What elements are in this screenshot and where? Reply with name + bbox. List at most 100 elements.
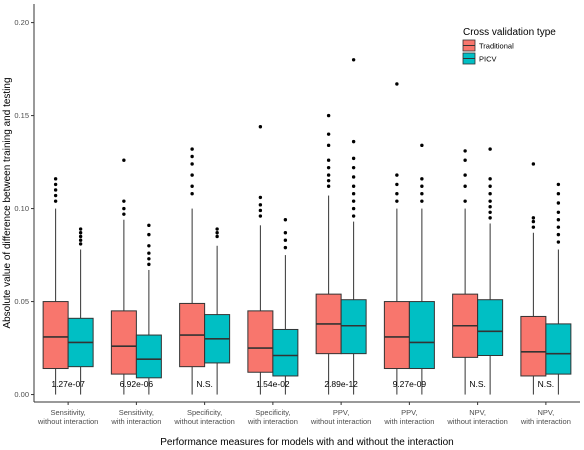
outlier-point xyxy=(531,216,536,220)
p-value-labels: 1.27e-07 6.92e-06 N.S. 1.54e-02 2.89e-12 9.27… xyxy=(51,379,554,389)
box-body xyxy=(545,323,572,375)
outlier-point xyxy=(147,251,151,255)
p-value-label: 2.89e-12 xyxy=(324,379,358,389)
outlier-point xyxy=(531,219,536,224)
outlier-point xyxy=(258,203,263,207)
outlier-point xyxy=(53,182,58,187)
outlier-point xyxy=(258,195,263,200)
x-tick-label: PPV, without interaction xyxy=(310,408,371,426)
outlier-point xyxy=(147,232,151,237)
box-traditional xyxy=(452,149,479,395)
outlier-point xyxy=(395,173,399,177)
box-body xyxy=(383,301,410,370)
outlier-point xyxy=(190,192,194,196)
outlier-point xyxy=(283,231,288,235)
x-tick-label: Sensitivity, with interaction xyxy=(110,408,161,426)
box-picv xyxy=(545,182,572,395)
box-picv xyxy=(135,223,162,395)
outlier-point xyxy=(190,147,194,151)
x-axis-title: Performance measures for models with and… xyxy=(160,437,453,448)
outlier-point xyxy=(326,173,331,177)
outlier-point xyxy=(395,199,399,203)
box-body xyxy=(272,328,299,377)
box-body xyxy=(520,315,547,377)
outlier-point xyxy=(463,199,467,203)
box-traditional xyxy=(42,177,69,395)
outlier-point xyxy=(488,210,492,214)
outlier-point xyxy=(556,232,561,237)
y-axis-title: Absolute value of difference between tra… xyxy=(2,77,13,328)
y-tick-label: 0.20 xyxy=(14,18,29,27)
outlier-point xyxy=(326,143,331,148)
outlier-point xyxy=(395,192,399,196)
box-picv xyxy=(340,58,367,395)
outlier-point xyxy=(351,206,356,211)
outlier-point xyxy=(326,113,331,118)
outlier-point xyxy=(147,223,151,228)
outlier-point xyxy=(420,184,424,188)
outlier-point xyxy=(53,199,58,203)
outlier-point xyxy=(190,184,194,188)
outlier-point xyxy=(78,242,83,246)
outlier-point xyxy=(556,225,561,229)
x-tick-label: Specificity, without interaction xyxy=(173,408,234,426)
outlier-point xyxy=(488,205,492,209)
outlier-point xyxy=(420,199,424,203)
box-body xyxy=(247,310,274,373)
outlier-point xyxy=(258,214,263,218)
legend-title: Cross validation type xyxy=(463,27,556,38)
outlier-point xyxy=(122,199,126,203)
outlier-point xyxy=(215,227,219,231)
legend: Cross validation type Traditional PICV xyxy=(462,27,556,65)
legend-label: PICV xyxy=(479,55,497,64)
outlier-point xyxy=(488,177,492,181)
box-traditional xyxy=(179,147,206,395)
outlier-point xyxy=(326,158,331,162)
x-tick-label: NPV, without interaction xyxy=(446,408,507,426)
outlier-point xyxy=(488,192,492,196)
outlier-point xyxy=(122,206,126,211)
box-body xyxy=(135,334,162,379)
box-body xyxy=(477,299,504,357)
outlier-point xyxy=(147,257,151,261)
p-value-label: N.S. xyxy=(196,379,213,389)
p-value-label: N.S. xyxy=(469,379,486,389)
outlier-point xyxy=(463,173,467,177)
y-tick-label: 0.00 xyxy=(14,390,29,399)
outlier-point xyxy=(147,244,151,248)
outlier-point xyxy=(420,177,424,181)
outlier-point xyxy=(463,149,467,153)
outlier-point xyxy=(488,184,492,188)
outlier-point xyxy=(190,162,194,166)
outlier-point xyxy=(531,225,536,229)
outlier-point xyxy=(283,245,288,250)
x-tick-label: PPV, with interaction xyxy=(383,408,434,426)
x-tick-label: NPV, with interaction xyxy=(520,408,571,426)
outlier-point xyxy=(258,208,263,213)
p-value-label: N.S. xyxy=(538,379,555,389)
outlier-point xyxy=(488,216,492,220)
outlier-point xyxy=(488,147,492,151)
y-tick-label: 0.05 xyxy=(14,297,29,306)
outlier-point xyxy=(326,165,331,170)
box-picv xyxy=(408,143,435,395)
outlier-point xyxy=(556,210,561,214)
outlier-point xyxy=(283,238,288,242)
box-traditional xyxy=(383,82,410,395)
outlier-point xyxy=(147,262,151,267)
outlier-point xyxy=(556,182,561,187)
outlier-point xyxy=(556,201,561,205)
outlier-point xyxy=(351,165,356,170)
outlier-point xyxy=(351,199,356,203)
box-picv xyxy=(477,147,504,395)
outlier-point xyxy=(351,214,356,218)
box-picv xyxy=(204,227,231,395)
box-traditional xyxy=(247,125,274,395)
outlier-point xyxy=(556,218,561,222)
outlier-point xyxy=(420,192,424,196)
x-tick-label: Sensitivity, without interaction xyxy=(37,408,98,426)
plot-area xyxy=(42,58,572,395)
box-traditional xyxy=(520,162,547,395)
box-body xyxy=(110,310,137,375)
